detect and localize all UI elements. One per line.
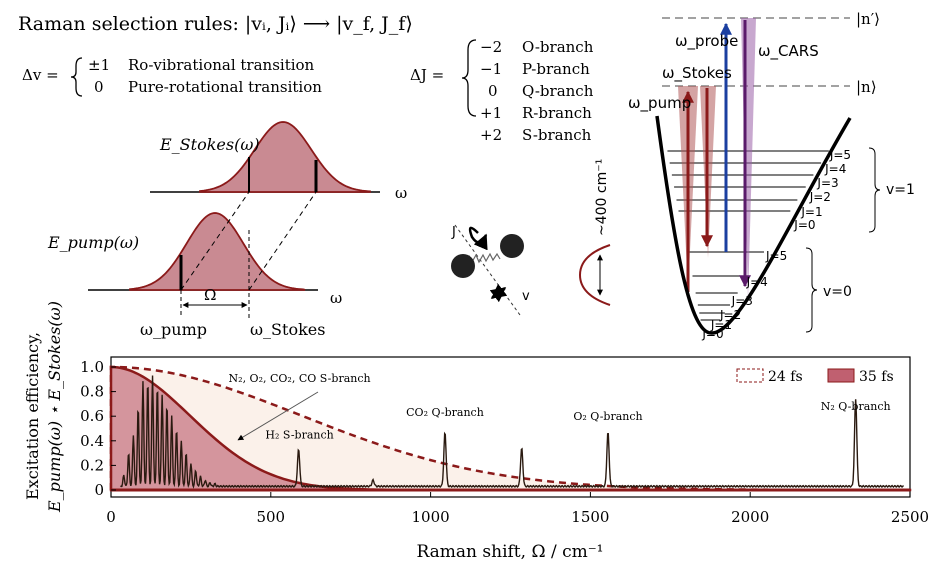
dj-desc: Q-branch [522, 82, 594, 100]
legend-label: 24 fs [768, 369, 803, 385]
y-tick-label: 0 [94, 481, 104, 499]
peak-annotation: H₂ S-branch [265, 428, 333, 441]
potential-curve [655, 115, 852, 335]
dv-value: 0 [94, 78, 104, 96]
atom-icon [500, 234, 524, 258]
peak-annotation: CO₂ Q-branch [406, 406, 484, 419]
peak-annotation: N₂ Q-branch [821, 400, 891, 413]
vibration-arrow-icon [489, 283, 508, 303]
dj-value: −2 [480, 38, 502, 56]
omega-axis-label: ω [395, 184, 407, 202]
dv-value: ±1 [88, 56, 110, 74]
x-tick-label: 1000 [412, 508, 450, 526]
legend: 24 fs 35 fs [736, 368, 894, 385]
peak-annotation: N₂, O₂, CO₂, CO S-branch [229, 372, 371, 385]
dv-brace [70, 57, 83, 97]
dv-label: Δv = [22, 66, 59, 84]
omega-stokes-label: ω_Stokes [250, 320, 325, 339]
stokes-label: E_Stokes(ω) [159, 135, 260, 154]
peak-annotation: O₂ Q-branch [573, 410, 642, 423]
j-level-label: J=2 [719, 308, 741, 322]
dj-desc: R-branch [522, 104, 592, 122]
j-level-label: J=2 [809, 190, 831, 204]
molecule-sketch: J v ~400 cm⁻¹ [451, 159, 611, 316]
dj-label: ΔJ = [410, 66, 444, 84]
wave-sketch [578, 244, 611, 306]
x-tick-label: 2000 [731, 508, 769, 526]
legend-label: 35 fs [859, 369, 894, 385]
measured-spectrum [120, 375, 904, 489]
j-level-label: J=4 [824, 162, 846, 176]
y-tick-label: 0.8 [80, 383, 104, 401]
dj-value: +2 [480, 126, 502, 144]
dj-value: 0 [488, 82, 498, 100]
omega-cars-label: ω_CARS [758, 42, 819, 61]
j-level-label: J=1 [800, 205, 822, 219]
j-level-label: J=3 [731, 294, 753, 308]
dv-items: ±1 Ro-vibrational transition 0 Pure-rota… [88, 56, 322, 96]
wavenumber-label: ~400 cm⁻¹ [594, 159, 610, 236]
y-axis-label: Excitation efficiency, [23, 332, 42, 500]
x-tick-label: 1500 [571, 508, 609, 526]
omega-stokes-label: ω_Stokes [662, 64, 732, 83]
j-label: J [451, 225, 456, 240]
omega-pump-label: ω_pump [140, 320, 207, 339]
x-tick-label: 0 [106, 508, 116, 526]
dj-items: −2 O-branch −1 P-branch 0 Q-branch +1 R-bran… [480, 38, 594, 144]
j-level-label: J=0 [793, 218, 815, 232]
legend-swatch-24fs [736, 368, 764, 383]
dj-desc: S-branch [522, 126, 592, 144]
pump-spectrum [129, 212, 306, 291]
pump-label: E_pump(ω) [47, 233, 139, 252]
v1-label: v=1 [886, 182, 915, 198]
excitation-efficiency-chart: 0 500 1000 1500 2000 2500 0 0.2 0.4 0.6 0.8 1.0 N₂,… [23, 301, 929, 562]
j-level-label: J=4 [746, 275, 768, 289]
y-tick-label: 0.4 [80, 432, 104, 450]
j-level-label: J=5 [765, 249, 787, 263]
v0-label: v=0 [823, 284, 852, 300]
rules-title: Raman selection rules: |vᵢ, Jᵢ⟩ ⟶ |v_f, … [18, 13, 413, 35]
pulse-spectra-sketch: ω E_Stokes(ω) ω E_pump(ω) Ω ω_pump ω_Sto… [47, 121, 407, 339]
annotation-arrow [237, 391, 319, 441]
dj-desc: P-branch [522, 60, 590, 78]
state-n: |n⟩ [856, 78, 877, 96]
x-tick-label: 500 [256, 508, 285, 526]
omega-shift-label: Ω [204, 286, 216, 304]
v-label: v [522, 289, 530, 304]
dj-value: −1 [480, 60, 502, 78]
x-axis-label: Raman shift, Ω / cm⁻¹ [416, 542, 603, 562]
dv-desc: Pure-rotational transition [128, 78, 322, 96]
atom-icon [451, 254, 475, 278]
dj-desc: O-branch [522, 38, 594, 56]
dj-brace [461, 39, 477, 117]
state-n-prime: |n′⟩ [856, 10, 880, 28]
j-level-label: J=5 [829, 148, 851, 162]
y-tick-label: 0.6 [80, 407, 104, 425]
stokes-spectrum [199, 121, 371, 193]
y-tick-label: 0.2 [80, 456, 104, 474]
j-level-label: J=3 [816, 176, 838, 190]
dj-value: +1 [480, 104, 502, 122]
omega-axis-label: ω [330, 289, 342, 307]
rotation-arrow-icon [468, 226, 488, 251]
energy-diagram: |n′⟩ |n⟩ ω_pump ω_Stokes ω_probe ω_CARS … [628, 10, 915, 341]
y-tick-label: 1.0 [80, 358, 104, 376]
j-level-label: J=1 [710, 318, 732, 332]
legend-swatch-35fs [827, 368, 855, 383]
x-tick-label: 2500 [891, 508, 929, 526]
j-level-label: J=0 [701, 327, 723, 341]
y-axis-label-formula: E_pump(ω) ⋆ E_Stokes(ω) [45, 301, 64, 513]
omega-probe-label: ω_probe [675, 32, 738, 51]
dv-desc: Ro-vibrational transition [128, 56, 315, 74]
omega-pump-label: ω_pump [628, 94, 691, 113]
